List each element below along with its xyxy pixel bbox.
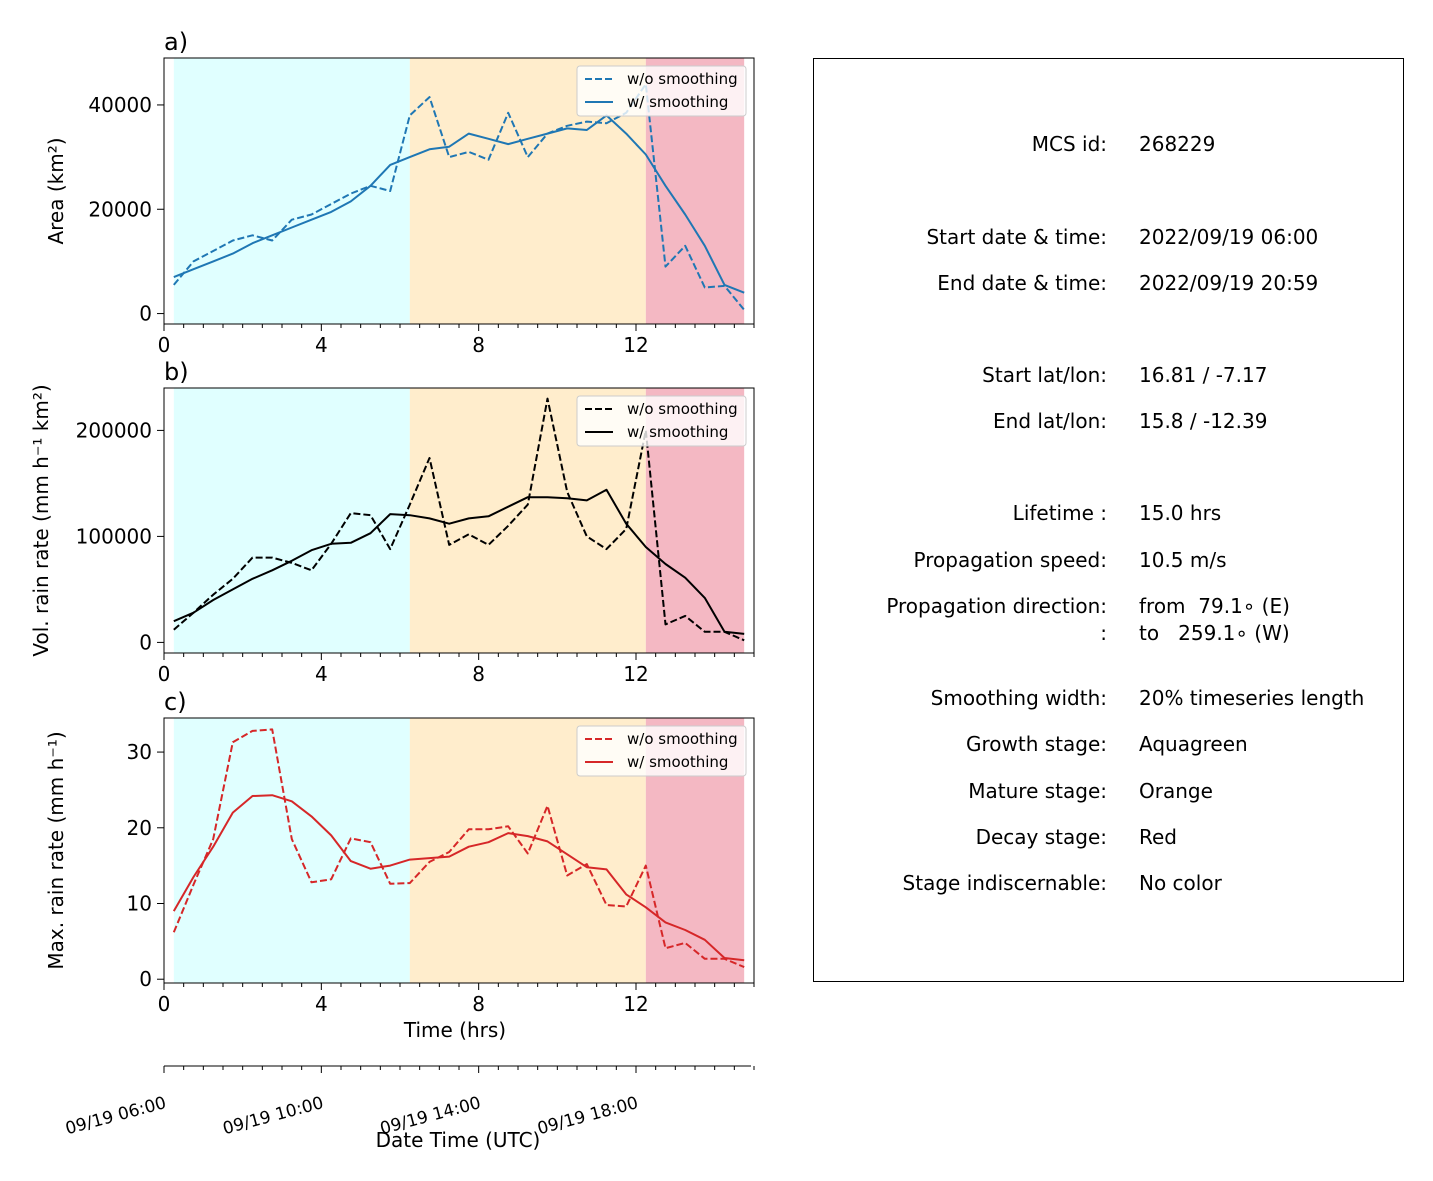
series-line-smoothed <box>172 794 745 962</box>
legend-box <box>576 395 747 447</box>
y-tick-label: 10 <box>127 892 152 916</box>
legend-label: w/o smoothing <box>627 70 738 88</box>
legend: w/o smoothing w/ smoothing <box>576 725 747 777</box>
y-tick-label: 0 <box>139 967 152 991</box>
info-label: Stage indiscernable: <box>902 871 1107 895</box>
series-line-smoothed <box>173 488 745 635</box>
y-tick-label: 0 <box>139 630 152 654</box>
datetime-tick-label: 09/19 18:00 <box>535 1093 640 1139</box>
info-value: 268229 <box>1139 132 1216 156</box>
info-value: 16.81 / -7.17 <box>1139 363 1268 387</box>
info-label: Mature stage: <box>968 779 1107 803</box>
y-axis-label: Max. rain rate (mm h⁻¹) <box>44 731 68 969</box>
datetime-tick-label: 09/19 06:00 <box>63 1093 168 1139</box>
info-value: 20% timeseries length <box>1139 686 1365 710</box>
info-panel: MCS id: 268229 Start date & time: 2022/09/1… <box>813 58 1404 982</box>
info-label: Start date & time: <box>926 225 1107 249</box>
x-tick-label: 4 <box>315 992 328 1016</box>
y-tick-label: 100000 <box>76 524 152 548</box>
stage-band-growth <box>173 718 410 983</box>
info-value: to 259.1∘ (W) <box>1139 621 1290 645</box>
x-tick-label: 0 <box>158 333 171 357</box>
datetime-axis-label: Date Time (UTC) <box>376 1128 541 1152</box>
info-label: Lifetime : <box>1012 501 1107 525</box>
x-tick-label: 8 <box>472 992 485 1016</box>
panel-label: a) <box>164 28 188 56</box>
legend-label: w/o smoothing <box>627 730 738 748</box>
panel-1: 0 4 8 12 0 20000 40000 Area (km²) a) w/o smoothin… <box>44 28 755 357</box>
panel-label: b) <box>164 358 189 386</box>
legend-label: w/o smoothing <box>627 400 738 418</box>
info-value: 15.0 hrs <box>1139 501 1222 525</box>
x-tick-label: 0 <box>158 662 171 686</box>
legend-label: w/ smoothing <box>627 423 728 441</box>
info-value: No color <box>1139 871 1222 895</box>
info-label: Propagation speed: <box>913 548 1107 572</box>
legend-label: w/ smoothing <box>627 93 728 111</box>
datetime-tick-label: 09/19 10:00 <box>221 1093 326 1139</box>
x-tick-label: 0 <box>158 992 171 1016</box>
y-tick-label: 20000 <box>88 197 152 221</box>
info-value: Red <box>1139 825 1177 849</box>
x-tick-label: 8 <box>472 333 485 357</box>
y-tick-label: 200000 <box>76 418 152 442</box>
stage-band-growth <box>173 388 410 653</box>
panel-label: c) <box>164 688 187 716</box>
legend-box <box>576 65 747 117</box>
info-label: Smoothing width: <box>930 686 1107 710</box>
info-label: Growth stage: <box>965 732 1107 756</box>
info-label: End date & time: <box>937 271 1107 295</box>
info-value: 10.5 m/s <box>1139 548 1227 572</box>
info-label: End lat/lon: <box>993 409 1107 433</box>
series-line-raw <box>173 83 745 311</box>
legend-label: w/ smoothing <box>627 753 728 771</box>
panel-2: 0 4 8 12 0 100000 200000 Vol. rain rate (mm h⁻¹… <box>29 358 755 686</box>
info-value: 2022/09/19 06:00 <box>1139 225 1319 249</box>
legend-box <box>576 725 747 777</box>
info-value: from 79.1∘ (E) <box>1139 594 1290 618</box>
y-axis-label: Area (km²) <box>44 137 68 244</box>
info-label: Propagation direction: <box>886 594 1107 618</box>
info-value: 2022/09/19 20:59 <box>1139 271 1319 295</box>
y-tick-label: 0 <box>139 302 152 326</box>
x-tick-label: 8 <box>472 662 485 686</box>
stage-band-growth <box>173 58 410 324</box>
x-tick-label: 4 <box>315 662 328 686</box>
y-tick-label: 20 <box>127 816 152 840</box>
legend: w/o smoothing w/ smoothing <box>576 65 747 117</box>
info-label: Decay stage: <box>975 825 1107 849</box>
info-label: MCS id: <box>1031 132 1107 156</box>
x-tick-label: 12 <box>623 662 648 686</box>
legend: w/o smoothing w/ smoothing <box>576 395 747 447</box>
panel-3: 0 4 8 12 0 10 20 30 Max. rain rate (mm h⁻¹) c) Tim… <box>44 688 755 1042</box>
x-tick-label: 4 <box>315 333 328 357</box>
series-line-raw <box>173 397 745 642</box>
info-value: 15.8 / -12.39 <box>1139 409 1268 433</box>
y-axis-label: Vol. rain rate (mm h⁻¹ km²) <box>29 384 53 656</box>
info-value: Aquagreen <box>1139 732 1248 756</box>
x-axis-label: Time (hrs) <box>403 1018 506 1042</box>
series-line-smoothed <box>173 114 745 294</box>
y-tick-label: 30 <box>127 740 152 764</box>
info-value: Orange <box>1139 779 1213 803</box>
datetime-axis: 09/19 06:00 09/19 10:00 09/19 14:00 09/19 1… <box>63 1065 755 1152</box>
y-tick-label: 40000 <box>88 93 152 117</box>
x-tick-label: 12 <box>623 992 648 1016</box>
info-label: Start lat/lon: <box>982 363 1107 387</box>
info-label: : <box>1100 621 1107 645</box>
x-tick-label: 12 <box>623 333 648 357</box>
